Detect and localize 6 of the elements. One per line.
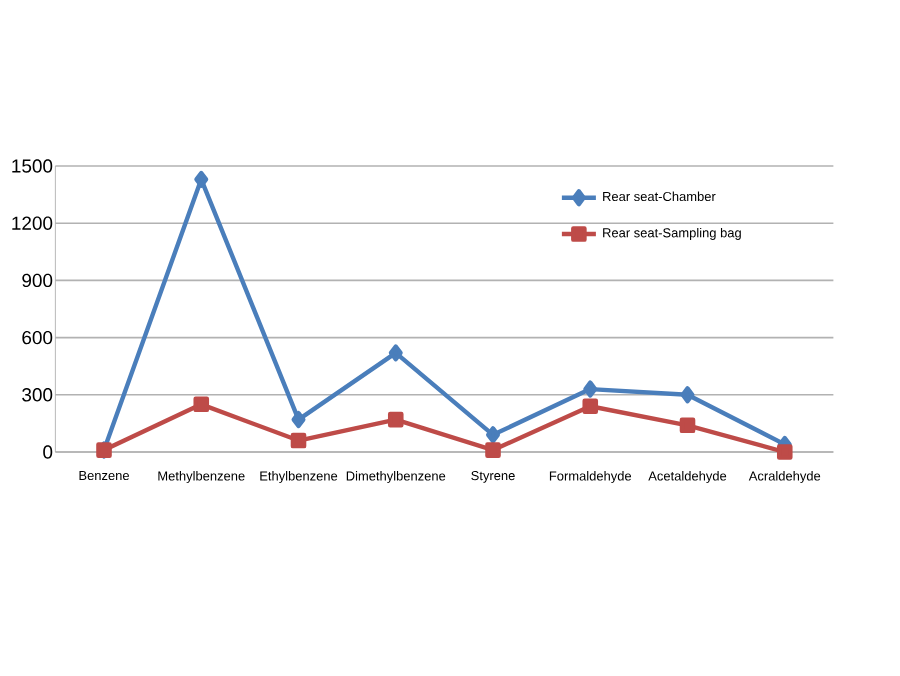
y-tick-label: 1200 xyxy=(12,216,53,230)
y-tick-label: 600 xyxy=(22,330,53,345)
y-tick-label: 1500 xyxy=(12,159,53,173)
y-tick-label: 300 xyxy=(22,388,53,402)
y-tick-label: 900 xyxy=(22,273,53,288)
y-tick-label: 0 xyxy=(43,445,53,459)
